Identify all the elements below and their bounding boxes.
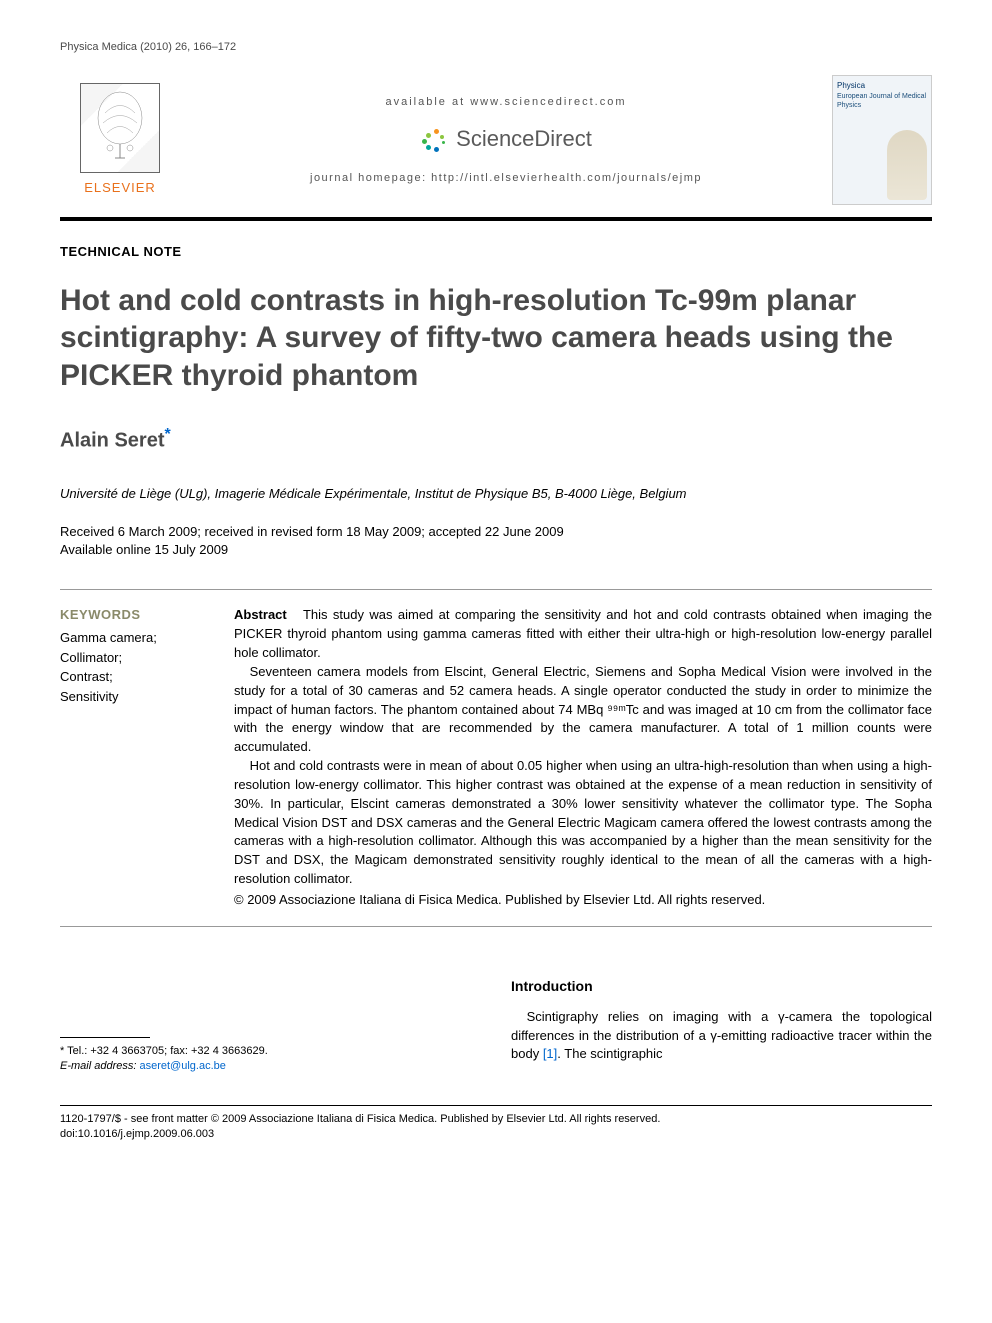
abstract-p2: Seventeen camera models from Elscint, Ge… xyxy=(234,663,932,757)
introduction-heading: Introduction xyxy=(511,977,932,997)
journal-homepage-text: journal homepage: http://intl.elsevierhe… xyxy=(200,171,812,186)
elsevier-tree-icon xyxy=(80,83,160,173)
footnote-tel: * Tel.: +32 4 3663705; fax: +32 4 366362… xyxy=(60,1044,481,1059)
footnote-separator xyxy=(60,1037,150,1038)
available-at-text: available at www.sciencedirect.com xyxy=(200,95,812,110)
article-title: Hot and cold contrasts in high-resolutio… xyxy=(60,282,932,395)
footer-rule xyxy=(60,1105,932,1106)
abstract-column: Abstract This study was aimed at compari… xyxy=(234,606,932,910)
article-dates: Received 6 March 2009; received in revis… xyxy=(60,523,932,559)
dates-received-accepted: Received 6 March 2009; received in revis… xyxy=(60,523,932,541)
article-type: TECHNICAL NOTE xyxy=(60,243,932,261)
cover-journal-name: Physica xyxy=(837,80,927,91)
keywords-heading: KEYWORDS xyxy=(60,606,210,624)
corresponding-footnote: * Tel.: +32 4 3663705; fax: +32 4 366362… xyxy=(60,1044,481,1075)
elsevier-logo-block: ELSEVIER xyxy=(60,83,180,197)
dates-online: Available online 15 July 2009 xyxy=(60,541,932,559)
abstract-copyright: © 2009 Associazione Italiana di Fisica M… xyxy=(234,891,932,910)
footnote-email-link[interactable]: aseret@ulg.ac.be xyxy=(139,1060,225,1072)
sciencedirect-logo: ScienceDirect xyxy=(420,124,592,155)
left-column: * Tel.: +32 4 3663705; fax: +32 4 366362… xyxy=(60,977,481,1075)
body-two-column: * Tel.: +32 4 3663705; fax: +32 4 366362… xyxy=(60,977,932,1075)
footer-copyright: 1120-1797/$ - see front matter © 2009 As… xyxy=(60,1112,932,1127)
keywords-list: Gamma camera; Collimator; Contrast; Sens… xyxy=(60,628,210,706)
author-name: Alain Seret xyxy=(60,430,164,452)
footer-doi: doi:10.1016/j.ejmp.2009.06.003 xyxy=(60,1127,932,1142)
banner-center: available at www.sciencedirect.com Scien… xyxy=(180,95,832,187)
footnote-email-label: E-mail address: xyxy=(60,1060,139,1072)
introduction-text: Scintigraphy relies on imaging with a γ-… xyxy=(511,1008,932,1063)
right-column: Introduction Scintigraphy relies on imag… xyxy=(511,977,932,1075)
reference-link-1[interactable]: [1] xyxy=(543,1046,557,1061)
running-header: Physica Medica (2010) 26, 166–172 xyxy=(60,40,932,55)
sciencedirect-wordmark: ScienceDirect xyxy=(456,124,592,155)
journal-cover-thumbnail: Physica European Journal of Medical Phys… xyxy=(832,75,932,205)
affiliation: Université de Liège (ULg), Imagerie Médi… xyxy=(60,485,932,503)
journal-banner: ELSEVIER available at www.sciencedirect.… xyxy=(60,75,932,221)
author-line: Alain Seret* xyxy=(60,424,932,455)
corresponding-author-mark: * xyxy=(164,426,170,443)
abstract-label: Abstract xyxy=(234,607,287,622)
cover-body-graphic xyxy=(887,130,927,200)
keywords-column: KEYWORDS Gamma camera; Collimator; Contr… xyxy=(60,606,210,910)
abstract-block: KEYWORDS Gamma camera; Collimator; Contr… xyxy=(60,589,932,927)
sciencedirect-swirl-icon xyxy=(420,127,448,151)
abstract-p3: Hot and cold contrasts were in mean of a… xyxy=(234,757,932,889)
elsevier-wordmark: ELSEVIER xyxy=(84,179,156,197)
footnote-email-line: E-mail address: aseret@ulg.ac.be xyxy=(60,1059,481,1074)
abstract-p1: Abstract This study was aimed at compari… xyxy=(234,606,932,663)
cover-journal-title: European Journal of Medical Physics xyxy=(837,92,927,112)
footer-text: 1120-1797/$ - see front matter © 2009 As… xyxy=(60,1112,932,1143)
